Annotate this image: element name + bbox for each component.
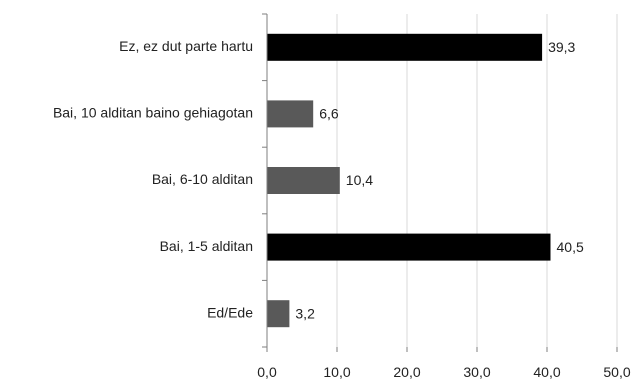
category-label: Bai, 1-5 alditan bbox=[160, 238, 253, 254]
bar bbox=[267, 167, 340, 194]
bars bbox=[267, 33, 551, 328]
bar bbox=[267, 233, 551, 261]
bar bbox=[267, 300, 290, 328]
data-label: 39,3 bbox=[548, 39, 575, 55]
x-tick-label: 40,0 bbox=[533, 364, 560, 380]
x-tick-label: 0,0 bbox=[257, 364, 277, 380]
data-label: 6,6 bbox=[319, 106, 339, 122]
gridlines bbox=[336, 14, 618, 347]
axes bbox=[262, 13, 618, 352]
data-label: 10,4 bbox=[346, 172, 373, 188]
x-tick-label: 10,0 bbox=[323, 364, 350, 380]
labels: Ez, ez dut parte hartu 39,3 Bai, 10 aldita… bbox=[53, 38, 631, 380]
data-label: 3,2 bbox=[295, 305, 315, 321]
data-label: 40,5 bbox=[557, 239, 584, 255]
category-label: Ez, ez dut parte hartu bbox=[119, 38, 253, 54]
x-tick-label: 20,0 bbox=[393, 364, 420, 380]
x-tick-label: 30,0 bbox=[463, 364, 490, 380]
bar bbox=[267, 100, 314, 128]
category-label: Bai, 10 alditan baino gehiagotan bbox=[53, 105, 253, 121]
category-label: Ed/Ede bbox=[207, 304, 253, 320]
bar bbox=[267, 33, 543, 61]
category-label: Bai, 6-10 alditan bbox=[152, 171, 253, 187]
x-tick-label: 50,0 bbox=[603, 364, 630, 380]
